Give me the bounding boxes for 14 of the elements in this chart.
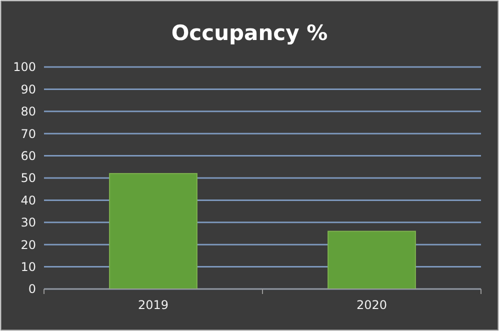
y-tick-label: 100 (13, 60, 36, 74)
x-tick-label: 2020 (356, 298, 388, 312)
y-tick-label: 10 (20, 260, 36, 274)
y-tick-label: 40 (20, 193, 36, 208)
y-tick-label: 30 (20, 216, 36, 230)
y-tick-label: 0 (28, 282, 36, 296)
chart-title: Occupancy % (171, 21, 328, 45)
y-tick-label: 80 (20, 104, 36, 119)
x-tick-label: 2019 (138, 298, 169, 312)
y-tick-label: 60 (20, 149, 36, 163)
y-tick-label: 20 (20, 238, 36, 252)
y-tick-label: 70 (20, 126, 36, 141)
y-tick-label: 90 (20, 82, 36, 96)
y-tick-label: 50 (20, 171, 36, 186)
